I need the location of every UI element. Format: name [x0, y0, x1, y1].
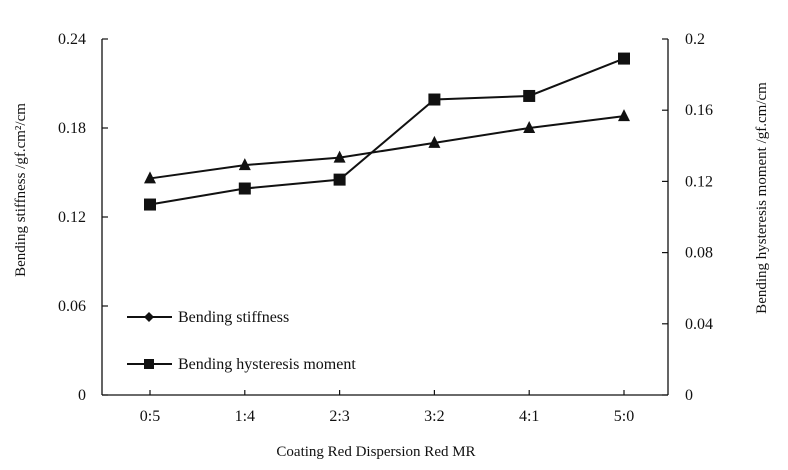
left-y-tick-label: 0: [78, 387, 86, 404]
right-y-tick-label: 0.16: [685, 102, 713, 119]
series-point-bending-hysteresis-moment: [144, 198, 156, 211]
left-y-tick-label: 0.12: [58, 209, 86, 226]
series-point-bending-stiffness: [523, 121, 536, 133]
right-y-ticks: 0 0.04 0.08 0.12 0.16 0.2: [662, 31, 713, 404]
right-y-tick-label: 0.04: [685, 316, 713, 333]
legend-label-bending-stiffness: Bending stiffness: [178, 309, 289, 326]
right-y-axis-title: Bending hysteresis moment /gf.cm/cm: [754, 82, 770, 314]
legend-marker-bending-hysteresis-moment: [144, 359, 154, 369]
x-axis-title: Coating Red Dispersion Red MR: [276, 444, 475, 460]
right-y-tick-label: 0.08: [685, 245, 713, 262]
left-y-ticks: 0 0.06 0.12 0.18 0.24: [58, 31, 108, 404]
series-point-bending-hysteresis-moment: [428, 93, 441, 106]
series-point-bending-hysteresis-moment: [618, 52, 630, 65]
left-y-axis-title: Bending stiffness /gf.cm²/cm: [13, 103, 29, 277]
series-line-bending-hysteresis-moment: [149, 57, 625, 206]
left-y-tick-label: 0.24: [58, 31, 86, 48]
series-point-bending-hysteresis-moment: [523, 89, 536, 102]
series-point-bending-stiffness: [333, 150, 346, 163]
right-y-tick-label: 0: [685, 387, 693, 404]
right-y-tick-label: 0.12: [685, 173, 713, 190]
series-point-bending-hysteresis-moment: [333, 173, 346, 186]
x-tick-label: 0:5: [140, 408, 160, 425]
legend-marker-bending-stiffness: [144, 312, 154, 322]
right-y-tick-label: 0.2: [685, 31, 705, 48]
legend-label-bending-hysteresis-moment: Bending hysteresis moment: [178, 356, 356, 373]
x-ticks: 0:5 1:4 2:3 3:2 4:1 5:0: [140, 390, 634, 425]
series-point-bending-stiffness: [238, 158, 251, 171]
x-tick-label: 5:0: [614, 408, 634, 425]
series-point-bending-stiffness: [618, 109, 630, 122]
series-point-bending-hysteresis-moment: [238, 182, 251, 195]
series-layer: [144, 52, 630, 211]
axes: [101, 39, 669, 396]
series-line-bending-stiffness: [149, 115, 625, 180]
left-y-tick-label: 0.18: [58, 120, 86, 137]
legend: Bending stiffness Bending hysteresis mom…: [127, 309, 356, 373]
left-y-tick-label: 0.06: [58, 298, 86, 315]
series-point-bending-stiffness: [144, 171, 156, 184]
x-tick-label: 3:2: [424, 408, 444, 425]
x-tick-label: 2:3: [329, 408, 349, 425]
x-tick-label: 4:1: [519, 408, 539, 425]
series-point-bending-stiffness: [428, 135, 441, 148]
x-tick-label: 1:4: [235, 408, 255, 425]
